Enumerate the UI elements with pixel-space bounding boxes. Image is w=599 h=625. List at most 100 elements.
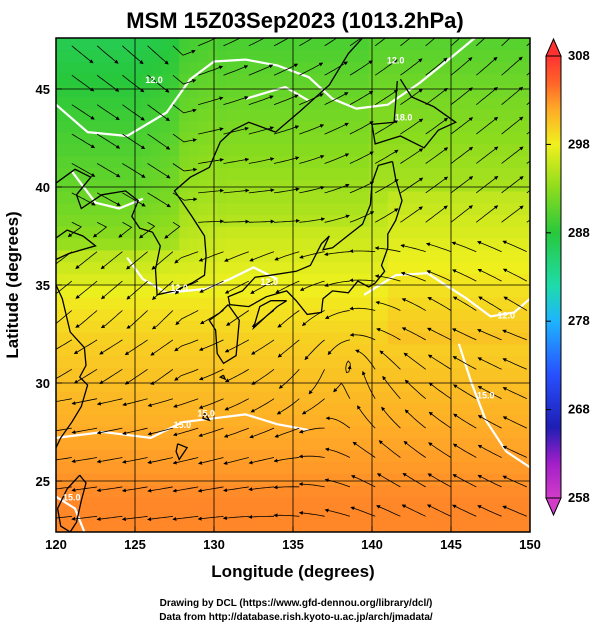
field-cell <box>131 296 142 310</box>
field-cell <box>103 355 114 368</box>
field-cell <box>169 261 180 274</box>
field-cell <box>473 496 484 510</box>
field-cell <box>264 261 275 274</box>
field-cell <box>207 508 218 521</box>
field-cell <box>93 167 104 180</box>
field-cell <box>520 132 530 145</box>
wind-streamline <box>501 205 524 223</box>
field-cell <box>84 320 95 333</box>
wind-streamline <box>301 398 325 415</box>
field-cell <box>349 402 360 415</box>
wind-streamline <box>249 251 275 262</box>
field-cell <box>302 155 313 168</box>
field-cell <box>463 155 474 168</box>
field-cell <box>349 296 360 310</box>
field-cell <box>141 520 152 532</box>
field-cell <box>511 261 522 274</box>
field-cell <box>274 520 285 532</box>
field-cell <box>302 461 313 474</box>
field-cell <box>293 96 304 110</box>
field-cell <box>454 355 465 368</box>
field-cell <box>65 508 76 521</box>
field-cell <box>160 61 171 74</box>
field-cell <box>349 308 360 321</box>
field-cell <box>112 132 123 145</box>
wind-streamline <box>248 38 266 47</box>
field-cell <box>264 508 275 521</box>
field-cell <box>435 508 446 521</box>
field-cell <box>293 179 304 192</box>
wind-streamline <box>56 310 73 325</box>
wind-streamline <box>452 474 477 488</box>
wind-streamline <box>350 506 376 517</box>
wind-streamline <box>224 251 249 262</box>
field-cell <box>160 496 171 510</box>
field-cell <box>169 167 180 180</box>
field-cell <box>160 226 171 239</box>
field-cell <box>368 520 379 532</box>
field-cell <box>188 202 199 216</box>
field-cell <box>435 355 446 368</box>
field-cell <box>416 426 427 439</box>
wind-streamline <box>139 221 156 239</box>
field-cell <box>65 355 76 368</box>
field-cell <box>103 285 114 298</box>
field-cell <box>56 485 67 498</box>
field-cell <box>454 167 465 180</box>
field-cell <box>530 414 540 426</box>
wind-streamline <box>75 310 98 328</box>
field-cell <box>207 49 218 63</box>
field-cell <box>501 414 512 427</box>
field-cell <box>501 38 512 51</box>
field-cell <box>482 379 493 392</box>
field-cell <box>454 461 465 474</box>
field-cell <box>454 285 465 298</box>
field-cell <box>56 414 67 427</box>
field-cell <box>463 214 474 227</box>
field-cell <box>283 273 294 286</box>
field-cell <box>169 143 180 157</box>
wind-streamline <box>452 504 477 517</box>
field-cell <box>349 390 360 404</box>
wind-streamline <box>324 251 350 257</box>
wind-streamline <box>451 241 477 253</box>
field-cell <box>112 61 123 74</box>
field-cell <box>520 85 530 98</box>
field-cell <box>131 190 142 204</box>
field-cell <box>406 520 417 532</box>
field-cell <box>245 473 256 486</box>
field-cell <box>160 249 171 263</box>
field-cell <box>150 190 161 204</box>
field-cell <box>293 167 304 180</box>
field-cell <box>321 379 332 392</box>
field-cell <box>511 355 522 368</box>
field-cell <box>435 238 446 251</box>
field-cell <box>169 190 180 204</box>
field-cell <box>131 437 142 451</box>
field-cell <box>435 273 446 286</box>
field-cell <box>131 355 142 368</box>
field-cell <box>255 249 266 263</box>
field-cell <box>302 61 313 74</box>
field-cell <box>359 449 370 463</box>
field-cell <box>93 85 104 98</box>
field-cell <box>492 226 503 239</box>
field-cell <box>312 61 323 74</box>
x-tick-label: 140 <box>361 537 383 552</box>
field-cell <box>283 449 294 463</box>
field-cell <box>274 496 285 510</box>
field-cell <box>131 367 142 380</box>
wind-streamline <box>476 176 499 194</box>
field-cell <box>255 202 266 216</box>
field-cell <box>141 332 152 345</box>
field-cell <box>501 449 512 463</box>
wind-streamline <box>453 384 477 400</box>
field-cell <box>330 520 341 532</box>
field-cell <box>179 132 190 145</box>
field-cell <box>406 508 417 521</box>
field-cell <box>463 249 474 263</box>
field-cell <box>321 355 332 368</box>
field-cell <box>75 308 86 321</box>
field-cell <box>387 402 398 415</box>
field-cell <box>207 143 218 157</box>
